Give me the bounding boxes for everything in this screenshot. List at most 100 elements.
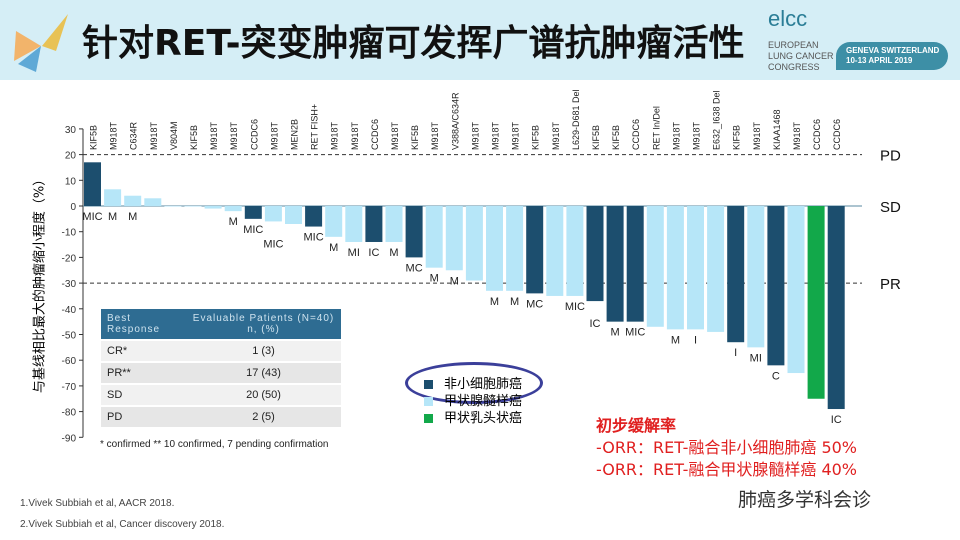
mutation-label: M918T <box>752 121 762 150</box>
mutation-label: CCDC6 <box>370 119 380 150</box>
response-label: M <box>128 211 137 223</box>
mutation-label: M918T <box>350 121 360 150</box>
bar <box>104 189 122 206</box>
mutation-label: M918T <box>149 121 159 150</box>
response-label: M <box>108 211 117 223</box>
mutation-label: M918T <box>269 121 279 150</box>
bar <box>244 206 262 219</box>
bar <box>606 206 624 322</box>
bar <box>687 206 704 330</box>
legend-item: 甲状腺髓样癌 <box>424 393 522 410</box>
mutation-label: M918T <box>209 121 219 150</box>
y-tick-label: 0 <box>70 202 76 213</box>
response-label: M <box>490 296 499 308</box>
mutation-label: M918T <box>551 121 561 150</box>
response-label: M <box>510 296 519 308</box>
bar <box>264 206 282 222</box>
bar <box>827 206 845 410</box>
bar <box>204 206 222 209</box>
bar <box>727 206 745 343</box>
response-label: M <box>450 275 459 287</box>
reference-label: PR <box>880 276 901 293</box>
chart-legend: 非小细胞肺癌 甲状腺髓样癌 甲状乳头状癌 <box>424 376 522 427</box>
response-label: IC <box>368 247 379 259</box>
bar <box>546 206 564 296</box>
bar <box>405 206 423 258</box>
butterfly-logo-icon <box>14 14 68 72</box>
mutation-label: CCDC6 <box>812 119 822 150</box>
y-tick-label: -40 <box>62 305 77 316</box>
event-badge: GENEVA SWITZERLAND 10-13 APRIL 2019 <box>836 42 948 70</box>
bar <box>747 206 765 348</box>
response-label: MIC <box>82 211 102 223</box>
bar <box>184 206 202 207</box>
y-tick-label: 10 <box>65 176 77 187</box>
mutation-label: M918T <box>470 121 480 150</box>
mutation-label: M918T <box>491 121 501 150</box>
header-banner: 针对RET-突变肿瘤可发挥广谱抗肿瘤活性 elcc EUROPEAN LUNG C… <box>0 0 960 80</box>
response-label: MIC <box>565 301 585 313</box>
bar <box>224 206 242 212</box>
response-label: M <box>430 273 439 285</box>
mutation-label: V804M <box>169 121 179 150</box>
bar <box>506 206 524 291</box>
response-label: M <box>229 216 238 228</box>
references: 1.Vivek Subbiah et al, AACR 2018. 2.Vivek… <box>20 498 225 530</box>
legend-item: 非小细胞肺癌 <box>424 376 522 393</box>
y-tick-label: -20 <box>62 253 77 264</box>
bar <box>445 206 463 271</box>
bar <box>305 206 323 227</box>
orr-summary: 初步缓解率 -ORR：RET-融合非小细胞肺癌 50% -ORR：RET-融合甲… <box>596 416 858 479</box>
response-label: MI <box>750 352 762 364</box>
response-label: C <box>772 370 780 382</box>
mutation-label: KIF5B <box>531 125 541 150</box>
y-tick-label: -70 <box>62 382 77 393</box>
bar <box>285 206 302 224</box>
bar <box>385 206 403 242</box>
mutation-label: L629-D681 Del <box>571 89 581 150</box>
mutation-label: RET In/Del <box>651 106 661 150</box>
response-label: MI <box>348 247 360 259</box>
mutation-label: M918T <box>330 121 340 150</box>
response-label: MIC <box>304 232 324 244</box>
bar <box>666 206 684 330</box>
mutation-label: KIF5B <box>89 125 99 150</box>
bar <box>345 206 363 242</box>
table-row: PR** 17 (43) <box>101 361 341 384</box>
y-tick-label: -30 <box>62 279 77 290</box>
bar <box>164 206 182 207</box>
response-label: MIC <box>243 224 263 236</box>
bar <box>787 206 805 374</box>
bar <box>566 206 584 296</box>
legend-item: 甲状乳头状癌 <box>424 410 522 427</box>
y-tick-label: -10 <box>62 228 77 239</box>
elcc-subtitle: EUROPEAN LUNG CANCER CONGRESS <box>768 40 834 72</box>
mutation-label: CCDC6 <box>249 119 259 150</box>
response-label: IC <box>590 318 601 330</box>
y-tick-label: -90 <box>62 433 77 444</box>
mutation-label: M918T <box>792 121 802 150</box>
mutation-label: C634R <box>129 121 139 150</box>
response-label: MIC <box>263 238 283 250</box>
watermark: 肺癌多学科会诊 <box>738 489 872 511</box>
bar <box>626 206 644 322</box>
response-label: MC <box>526 298 543 310</box>
y-tick-label: -80 <box>62 408 77 419</box>
response-label: MC <box>406 262 423 274</box>
mutation-label: KIAA1468 <box>772 109 782 150</box>
bar <box>486 206 503 291</box>
elcc-logo: elcc <box>768 6 808 31</box>
bar <box>767 206 785 366</box>
reference-label: SD <box>880 199 901 216</box>
y-tick-label: -50 <box>62 331 77 342</box>
bar <box>707 206 725 332</box>
table-row: PD 2 (5) <box>101 405 341 427</box>
bar <box>586 206 604 302</box>
y-tick-label: -60 <box>62 356 77 367</box>
bar <box>526 206 544 294</box>
mutation-label: M918T <box>109 121 119 150</box>
table-row: SD 20 (50) <box>101 383 341 406</box>
response-label: IC <box>831 414 842 426</box>
table-header: Best Response <box>101 309 187 340</box>
